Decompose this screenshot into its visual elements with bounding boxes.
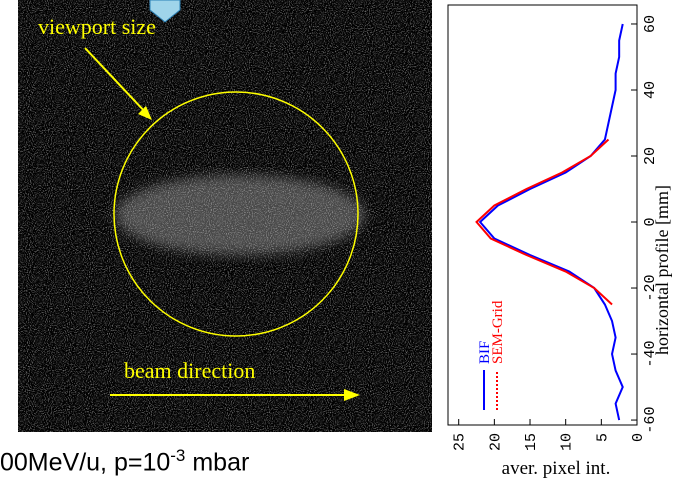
caption-tail: mbar xyxy=(185,448,250,477)
profile-plot xyxy=(447,4,638,426)
value-tick-label: 15 xyxy=(523,433,540,451)
value-tick-label: 20 xyxy=(487,433,504,451)
position-tick-label: -20 xyxy=(642,275,659,302)
arrow-head xyxy=(138,106,152,120)
position-tick-label: 60 xyxy=(642,15,659,33)
position-tick-label: 40 xyxy=(642,81,659,99)
plot-frame xyxy=(447,4,638,426)
caption-text: 00MeV/u, p=10 xyxy=(0,448,171,477)
annotation-arrow xyxy=(84,47,149,116)
position-tick-label: -40 xyxy=(642,341,659,368)
arrow-graphic xyxy=(149,0,181,23)
viewport-circle xyxy=(113,91,359,337)
viewport-label: viewport size xyxy=(38,14,156,39)
profile-line xyxy=(475,138,613,306)
arrow-head xyxy=(344,389,360,401)
caption-exponent: -3 xyxy=(170,446,186,465)
beam-glow xyxy=(115,175,365,255)
profile-line xyxy=(478,23,624,421)
value-tick-label: 25 xyxy=(452,433,469,451)
position-tick-label: -60 xyxy=(642,407,659,434)
caption: 00MeV/u, p=10-3 mbar xyxy=(0,446,249,477)
value-axis-label: aver. pixel int. xyxy=(502,458,611,479)
position-tick-label: 0 xyxy=(642,218,659,227)
legend-label: SEM-Grid xyxy=(490,300,506,364)
value-tick-label: 10 xyxy=(559,433,576,451)
value-tick-label: 0 xyxy=(630,433,647,442)
position-axis-label: horizontal profile [mm] xyxy=(652,185,672,355)
beam-label: beam direction xyxy=(124,358,255,383)
position-tick-label: 20 xyxy=(642,147,659,165)
value-tick-label: 5 xyxy=(594,433,611,442)
legend-label: BIF xyxy=(477,341,493,364)
